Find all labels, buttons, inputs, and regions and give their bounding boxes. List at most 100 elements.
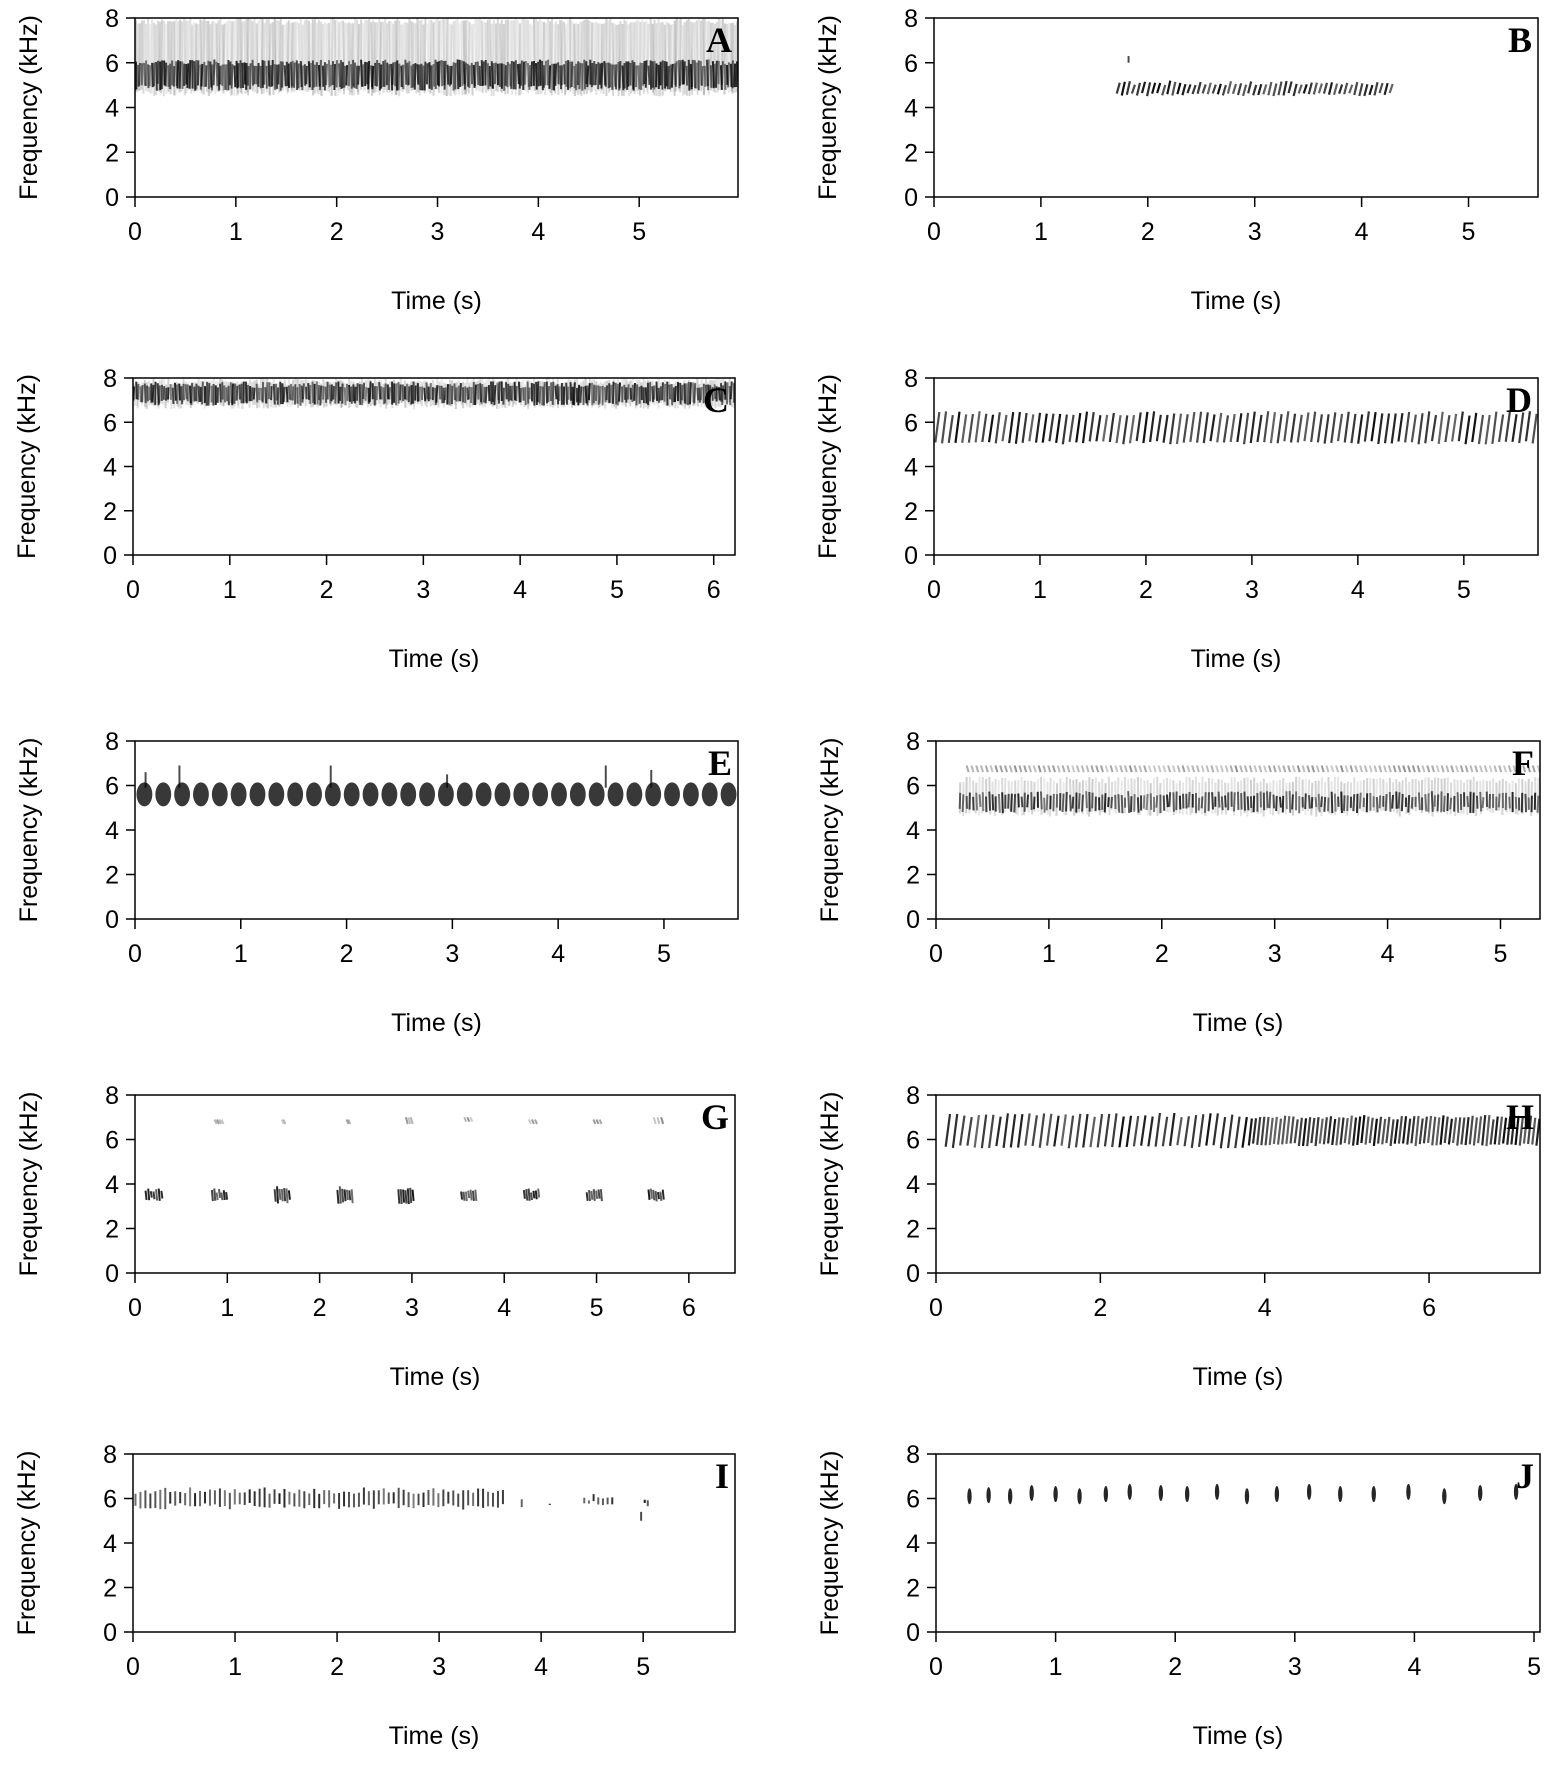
x-tick-label: 5 bbox=[632, 218, 646, 246]
signal-pulse bbox=[1011, 794, 1012, 812]
signal-pulse bbox=[670, 65, 671, 90]
signal-pulse bbox=[208, 383, 209, 406]
x-tick-label: 3 bbox=[405, 1294, 419, 1322]
signal-pulse bbox=[1122, 795, 1123, 813]
signal-pulse bbox=[545, 61, 546, 85]
signal-pulse bbox=[306, 782, 322, 806]
y-tick-label: 6 bbox=[904, 50, 918, 78]
x-tick-label: 5 bbox=[636, 1653, 650, 1681]
signal-pulse bbox=[1392, 413, 1396, 443]
signal-pulse bbox=[1056, 414, 1060, 443]
spectrogram-area bbox=[133, 378, 734, 409]
y-tick-label: 2 bbox=[105, 139, 119, 167]
signal-pulse bbox=[1163, 765, 1165, 772]
signal-pulse bbox=[1374, 82, 1377, 95]
signal-pulse bbox=[1157, 83, 1160, 93]
signal-pulse bbox=[1419, 413, 1423, 444]
plot-frame bbox=[934, 18, 1538, 197]
signal-pulse bbox=[334, 64, 335, 90]
energy-band bbox=[935, 411, 1536, 444]
signal-pulse bbox=[151, 1191, 152, 1197]
signal-pulse bbox=[1486, 1115, 1489, 1146]
signal-pulse bbox=[589, 782, 605, 806]
signal-pulse bbox=[1238, 83, 1241, 95]
x-tick-label: 0 bbox=[126, 1653, 140, 1681]
signal-pulse bbox=[1170, 1113, 1174, 1146]
signal-pulse bbox=[533, 1191, 534, 1199]
y-tick-label: 2 bbox=[904, 498, 918, 526]
signal-pulse bbox=[976, 411, 980, 442]
signal-pulse bbox=[963, 794, 964, 812]
signal-pulse bbox=[1432, 1117, 1435, 1146]
signal-pulse bbox=[358, 66, 359, 85]
energy-band bbox=[529, 1119, 537, 1123]
signal-pulse bbox=[1370, 765, 1372, 772]
x-tick-label: 1 bbox=[1033, 576, 1047, 604]
x-tick-label: 6 bbox=[682, 1294, 696, 1322]
signal-pulse bbox=[1177, 1117, 1181, 1145]
signal-pulse bbox=[1390, 84, 1393, 93]
signal-pulse bbox=[385, 383, 386, 403]
signal-pulse bbox=[1101, 765, 1103, 772]
signal-pulse bbox=[1372, 1486, 1376, 1502]
signal-pulse bbox=[967, 1117, 971, 1146]
signal-pulse bbox=[1036, 413, 1040, 443]
signal-pulse bbox=[508, 384, 509, 402]
signal-pulse bbox=[385, 60, 386, 87]
x-tick-label: 4 bbox=[1355, 218, 1369, 246]
signal-pulse bbox=[626, 61, 627, 90]
signal-pulse bbox=[960, 1116, 964, 1146]
signal-pulse bbox=[1377, 797, 1378, 812]
signal-pulse bbox=[702, 782, 718, 806]
signal-pulse bbox=[252, 387, 253, 401]
signal-pulse bbox=[1011, 1114, 1015, 1147]
signal-pulse bbox=[139, 63, 140, 86]
signal-pulse bbox=[1127, 1116, 1131, 1147]
signal-pulse bbox=[1253, 85, 1256, 95]
y-tick-label: 8 bbox=[906, 1082, 920, 1110]
signal-pulse bbox=[480, 66, 481, 86]
signal-pulse bbox=[303, 383, 304, 399]
x-tick-label: 5 bbox=[610, 576, 624, 604]
signal-pulse bbox=[226, 1192, 227, 1200]
energy-band bbox=[946, 1113, 1247, 1148]
plot-frame bbox=[135, 741, 738, 919]
signal-pulse bbox=[1485, 765, 1487, 772]
signal-pulse bbox=[1307, 1484, 1311, 1500]
energy-band bbox=[645, 1500, 648, 1506]
signal-pulse bbox=[1427, 765, 1429, 772]
signal-pulse bbox=[1403, 1116, 1406, 1143]
signal-pulse bbox=[216, 62, 217, 86]
signal-pulse bbox=[1142, 82, 1145, 93]
signal-pulse bbox=[1334, 84, 1337, 95]
signal-pulse bbox=[149, 387, 150, 401]
energy-band bbox=[593, 1119, 601, 1123]
signal-pulse bbox=[400, 384, 401, 400]
signal-pulse bbox=[616, 383, 617, 404]
x-tick-label: 2 bbox=[1168, 1653, 1182, 1681]
signal-pulse bbox=[1090, 412, 1094, 441]
x-axis-title: Time (s) bbox=[1193, 1009, 1284, 1037]
y-tick-label: 8 bbox=[906, 728, 920, 756]
signal-pulse bbox=[1466, 765, 1468, 772]
signal-pulse bbox=[1128, 791, 1129, 813]
signal-pulse bbox=[586, 386, 587, 404]
signal-pulse bbox=[529, 65, 530, 90]
signal-pulse bbox=[1405, 412, 1409, 442]
signal-pulse bbox=[967, 765, 969, 772]
signal-pulse bbox=[661, 1117, 663, 1124]
signal-pulse bbox=[212, 1190, 213, 1201]
signal-pulse bbox=[648, 1189, 649, 1199]
signal-pulse bbox=[708, 60, 709, 91]
y-axis-title: Frequency (kHz) bbox=[13, 1451, 41, 1636]
signal-pulse bbox=[634, 383, 635, 401]
signal-pulse bbox=[1482, 1115, 1485, 1145]
signal-pulse bbox=[1492, 412, 1496, 444]
signal-pulse bbox=[1317, 765, 1319, 772]
signal-pulse bbox=[1360, 765, 1362, 772]
signal-pulse bbox=[1185, 1116, 1189, 1146]
signal-pulse bbox=[425, 62, 426, 91]
signal-pulse bbox=[447, 384, 448, 404]
signal-pulse bbox=[1395, 1119, 1398, 1143]
